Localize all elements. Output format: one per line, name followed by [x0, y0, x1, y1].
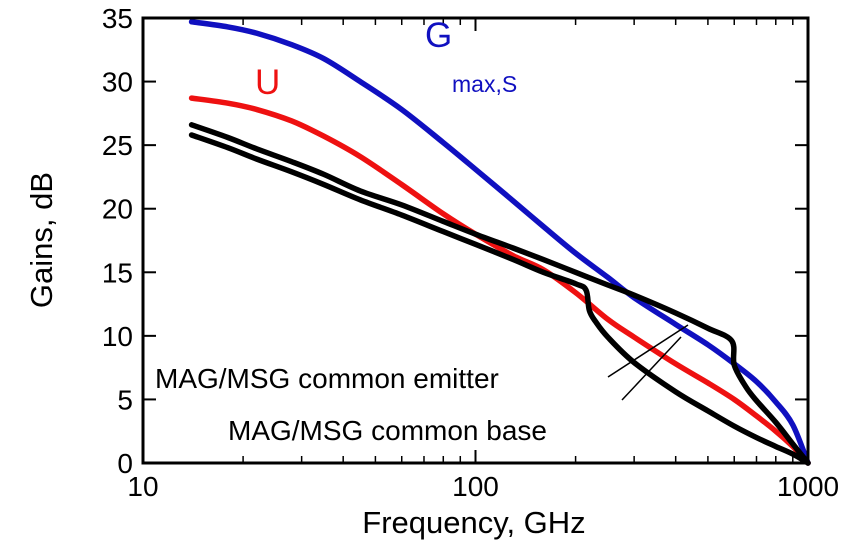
y-axis-title: Gains, dB: [24, 172, 59, 308]
y-tick-label: 35: [102, 3, 133, 34]
series-line-u: [188, 95, 811, 466]
y-tick-label: 0: [117, 448, 133, 479]
x-tick-label: 100: [452, 471, 499, 502]
x-tick-label: 10: [127, 471, 158, 502]
series-line-g: [188, 19, 811, 466]
axis-ticks: 0 5 10 15 20 25 30 35 10 100 1000: [102, 3, 839, 502]
annotation-common-emitter: MAG/MSG common emitter: [155, 363, 499, 394]
series-label-u: U: [255, 63, 280, 102]
series-label-gmax-subscript: max,S: [452, 71, 517, 97]
y-tick-label: 15: [102, 257, 133, 288]
x-axis-title: Frequency, GHz: [362, 505, 585, 540]
series-line-mag-msg-common-emitter: [188, 122, 811, 466]
y-tick-label: 20: [102, 194, 133, 225]
x-tick-label: 1000: [777, 471, 839, 502]
plot-curves: [188, 19, 811, 466]
series-label-gmax: G: [425, 16, 452, 55]
y-tick-label: 25: [102, 130, 133, 161]
leader-line-common-base: [621, 336, 682, 401]
leader-line-common-emitter: [607, 324, 689, 378]
y-tick-label: 10: [102, 321, 133, 352]
series-line-mag-msg-common-base: [188, 132, 811, 466]
annotation-common-base: MAG/MSG common base: [228, 415, 547, 446]
y-tick-label: 30: [102, 67, 133, 98]
y-tick-label: 5: [117, 384, 133, 415]
